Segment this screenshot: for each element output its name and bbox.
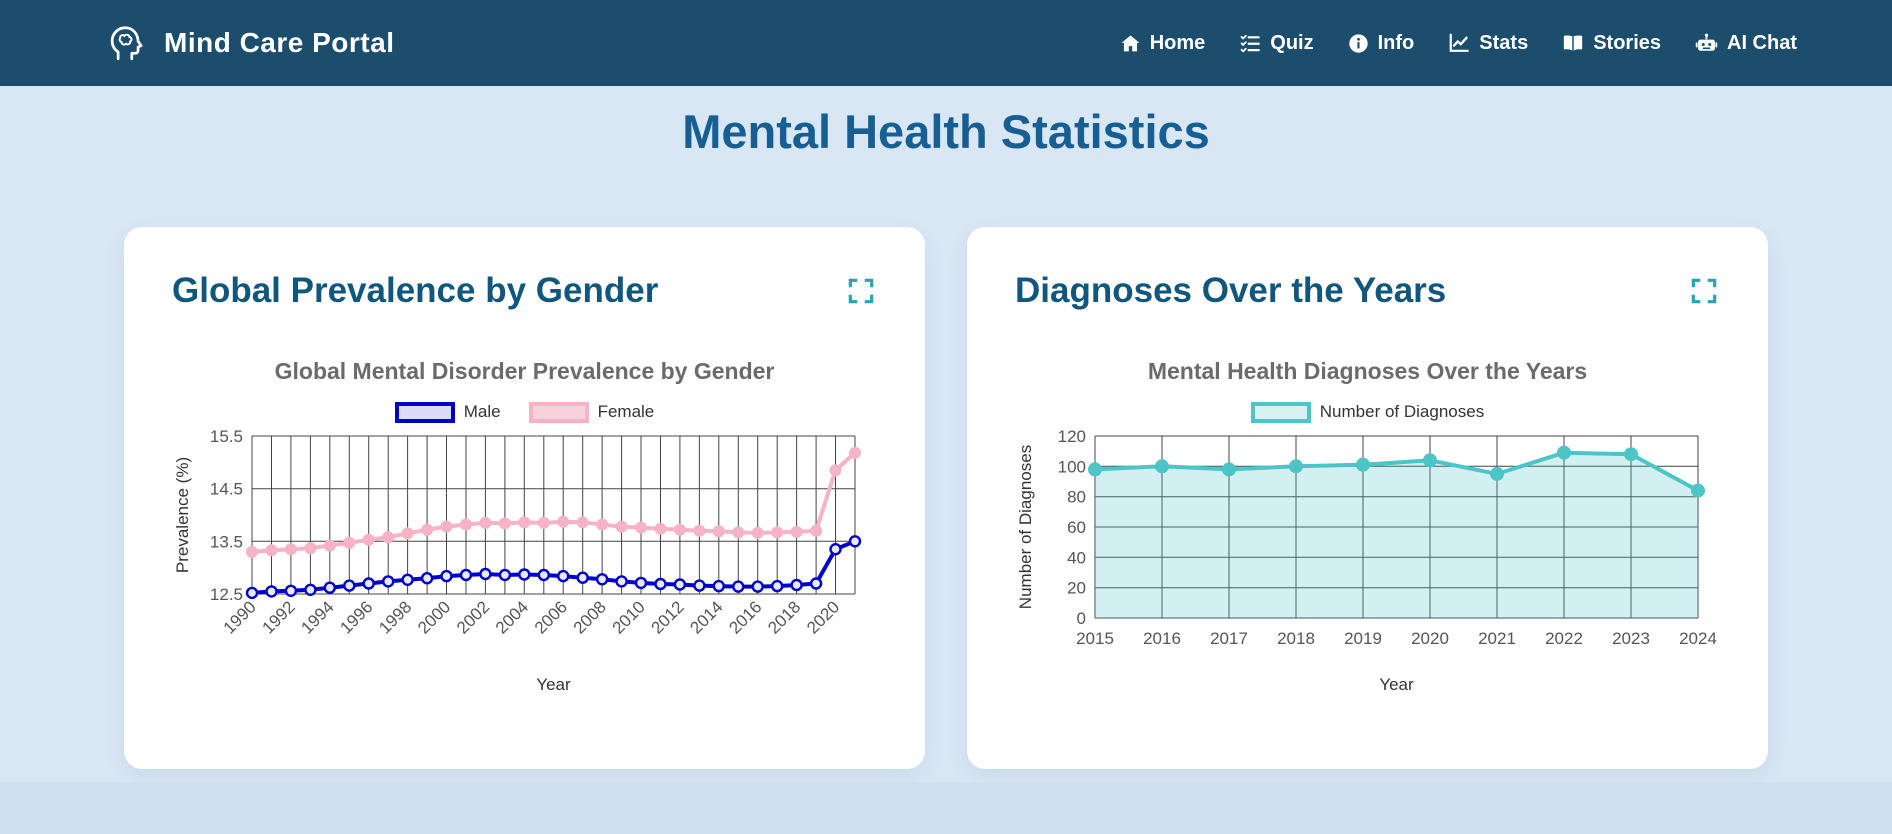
svg-text:Year: Year [536,675,571,694]
svg-text:2021: 2021 [1478,629,1516,648]
chart-legend: Male Female [172,400,877,424]
legend-label: Number of Diagnoses [1319,402,1485,421]
legend-label: Female [597,402,655,421]
nav-item-label: Home [1149,31,1206,54]
cards-row: Global Prevalence by Gender Global Menta… [0,227,1892,769]
legend-item[interactable]: Female [528,401,655,423]
brand-title: Mind Care Portal [164,27,395,58]
stats-chart-line-icon [1448,32,1470,54]
brand[interactable]: Mind Care Portal [105,22,394,64]
legend-swatch [1250,401,1311,423]
svg-text:40: 40 [1067,548,1086,567]
svg-text:2022: 2022 [1545,629,1583,648]
svg-text:2006: 2006 [531,597,571,637]
nav-item-label: AI Chat [1727,31,1797,54]
stories-book-icon [1562,32,1584,54]
svg-text:1998: 1998 [375,597,415,637]
svg-text:2019: 2019 [1344,629,1382,648]
svg-text:2018: 2018 [1277,629,1315,648]
nav-items: Home Quiz Info Stats [1120,32,1797,55]
svg-text:14.5: 14.5 [210,480,243,499]
svg-text:80: 80 [1067,488,1086,507]
svg-text:2020: 2020 [1411,629,1449,648]
svg-text:2018: 2018 [764,597,804,637]
nav-item-label: Stories [1593,31,1661,54]
svg-text:1992: 1992 [259,597,299,637]
svg-text:2023: 2023 [1612,629,1650,648]
svg-text:2010: 2010 [609,597,649,637]
diagnoses-chart-canvas[interactable]: 0 20 40 60 80 100 120 2015 2016 2017 2018 2019 2020 2… [1015,428,1720,698]
legend-swatch [528,401,589,423]
svg-text:2008: 2008 [570,597,610,637]
ai-chat-robot-icon [1695,32,1718,55]
svg-text:2015: 2015 [1076,629,1114,648]
navbar: Mind Care Portal Home Quiz Info [0,0,1892,86]
info-icon [1348,33,1369,54]
svg-text:20: 20 [1067,579,1086,598]
svg-text:13.5: 13.5 [210,532,243,551]
svg-text:0: 0 [1077,609,1086,628]
quiz-checklist-icon [1239,32,1261,54]
card-title: Diagnoses Over the Years [1015,271,1447,310]
svg-text:1996: 1996 [336,597,376,637]
nav-item-stats[interactable]: Stats [1448,32,1528,55]
svg-text:2017: 2017 [1210,629,1248,648]
brand-brain-head-icon [105,22,147,64]
footer-band [0,782,1892,834]
svg-text:Year: Year [1379,675,1414,694]
card-global-prevalence: Global Prevalence by Gender Global Menta… [124,227,925,769]
svg-text:2000: 2000 [414,597,454,637]
chart-legend: Number of Diagnoses [1015,400,1720,424]
svg-text:2004: 2004 [492,597,532,637]
svg-text:60: 60 [1067,518,1086,537]
nav-item-stories[interactable]: Stories [1562,32,1661,55]
svg-text:1994: 1994 [297,597,337,637]
page-title: Mental Health Statistics [682,105,1210,158]
card-diagnoses: Diagnoses Over the Years Mental Health D… [967,227,1768,769]
svg-text:2016: 2016 [1143,629,1181,648]
fullscreen-expand-icon[interactable] [845,275,877,312]
nav-item-ai-chat[interactable]: AI Chat [1695,32,1797,55]
home-icon [1120,33,1141,54]
nav-item-label: Quiz [1270,31,1314,54]
svg-text:15.5: 15.5 [210,428,243,446]
svg-text:Number of Diagnoses: Number of Diagnoses [1016,445,1035,609]
nav-item-info[interactable]: Info [1348,31,1415,55]
svg-text:12.5: 12.5 [210,585,243,604]
nav-item-quiz[interactable]: Quiz [1239,31,1314,55]
svg-text:2016: 2016 [725,597,765,637]
chart-title: Mental Health Diagnoses Over the Years [1147,358,1588,384]
prevalence-chart-canvas[interactable]: 12.5 13.5 14.5 15.5 1990 1992 1994 1996 1998 2000… [172,428,877,698]
legend-label: Male [463,402,501,421]
svg-text:2002: 2002 [453,597,493,637]
svg-text:Prevalence (%): Prevalence (%) [173,457,192,573]
nav-item-label: Info [1377,31,1415,54]
svg-text:100: 100 [1058,457,1086,476]
svg-text:2012: 2012 [648,597,688,637]
svg-text:120: 120 [1058,428,1086,446]
svg-text:2020: 2020 [803,597,843,637]
chart-title: Global Mental Disorder Prevalence by Gen… [274,358,775,384]
legend-swatch [394,401,455,423]
fullscreen-expand-icon[interactable] [1688,275,1720,312]
legend-item[interactable]: Number of Diagnoses [1250,401,1485,423]
nav-item-home[interactable]: Home [1120,31,1206,55]
svg-text:2014: 2014 [686,597,726,637]
card-title: Global Prevalence by Gender [172,271,659,310]
legend-item[interactable]: Male [394,401,501,423]
svg-text:2024: 2024 [1679,629,1717,648]
nav-item-label: Stats [1479,31,1529,54]
